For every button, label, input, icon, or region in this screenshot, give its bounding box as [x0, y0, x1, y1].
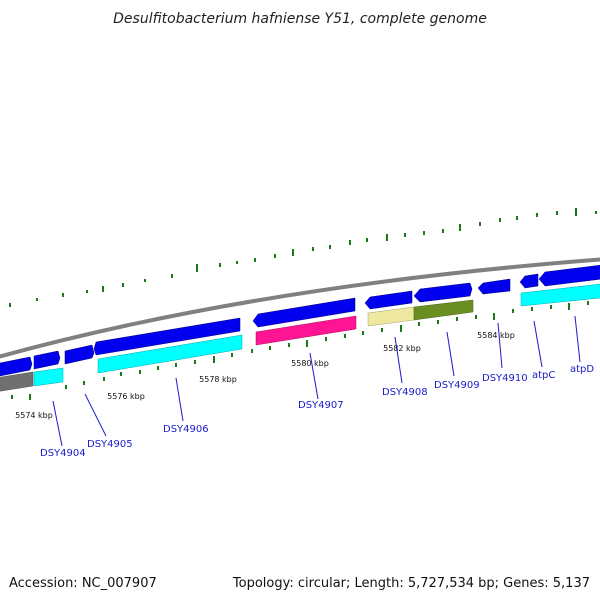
gene-label-atpD: atpD [570, 364, 594, 375]
leader-line [394, 336, 403, 384]
genome-backbone [0, 257, 600, 359]
gene-arrow [519, 273, 539, 289]
gene-label-atpC: atpC [532, 370, 555, 381]
gene-leader-lines [52, 315, 581, 447]
kbp-label-5578: 5578 kbp [199, 375, 237, 384]
gene-arrow [252, 297, 356, 328]
leader-line [497, 322, 503, 369]
gene-label-DSY4904: DSY4904 [40, 448, 86, 459]
kbp-label-5582: 5582 kbp [383, 344, 421, 353]
cog-bars [0, 283, 600, 392]
gene-label-DSY4910: DSY4910 [482, 373, 528, 384]
cog-bar [413, 299, 474, 321]
leader-line [446, 331, 455, 377]
kbp-label-5584: 5584 kbp [477, 331, 515, 340]
cog-bar [520, 283, 600, 307]
leader-line [84, 393, 107, 437]
genome-title: Desulfitobacterium hafniense Y51, comple… [113, 11, 487, 27]
kbp-label-5576: 5576 kbp [107, 392, 145, 401]
gene-arrow [33, 350, 61, 370]
topology-text: Topology: circular; Length: 5,727,534 bp… [232, 576, 590, 591]
cog-bar [0, 371, 34, 392]
gene-arrow [477, 278, 511, 295]
gene-arrow [64, 344, 95, 365]
accession-text: Accession: NC_007907 [9, 576, 157, 591]
gene-arrow [538, 264, 600, 287]
gene-label-DSY4906: DSY4906 [163, 424, 209, 435]
inner-tick-track [11, 301, 589, 400]
kbp-label-5574: 5574 kbp [15, 411, 53, 420]
cog-bar [367, 306, 415, 327]
gene-arrow [0, 356, 33, 377]
gene-label-DSY4907: DSY4907 [298, 400, 344, 411]
kbp-label-5580: 5580 kbp [291, 359, 329, 368]
gene-arrow [364, 290, 413, 310]
forward-strand-genes [0, 264, 600, 377]
gene-label-DSY4908: DSY4908 [382, 387, 428, 398]
gene-arrow [93, 317, 241, 356]
leader-line [175, 377, 184, 422]
cog-bar [255, 315, 357, 346]
gene-label-DSY4909: DSY4909 [434, 380, 480, 391]
cog-bar [33, 367, 64, 387]
leader-line [533, 320, 543, 368]
gc-tick-track [9, 208, 597, 307]
gene-arrow [413, 282, 473, 303]
cog-bar [97, 334, 243, 374]
leader-line [309, 352, 319, 400]
gene-label-DSY4905: DSY4905 [87, 439, 133, 450]
leader-line [52, 400, 63, 447]
leader-line [574, 315, 581, 363]
